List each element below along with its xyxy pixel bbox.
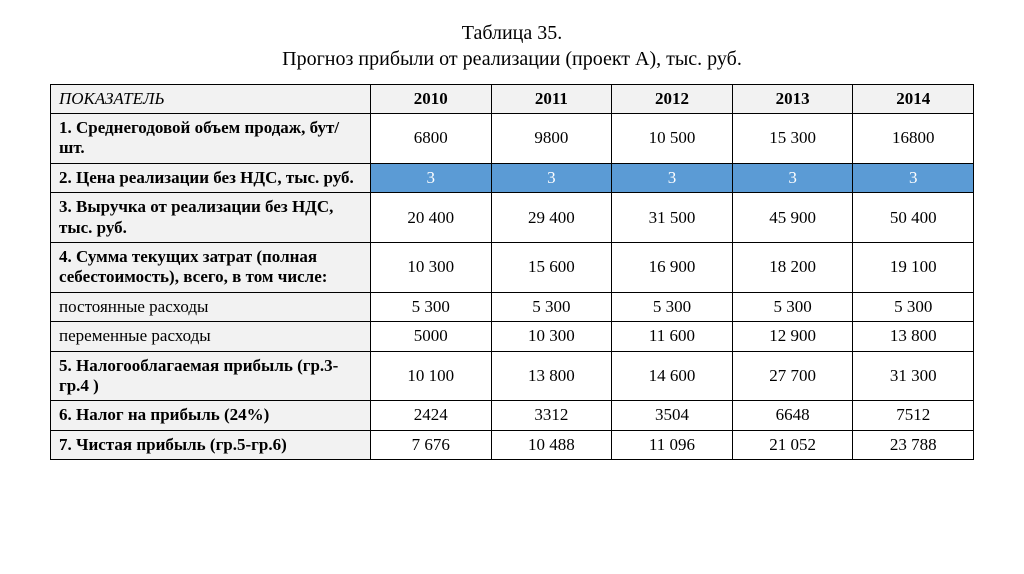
row-value: 7512 [853, 401, 974, 430]
indicator-header: ПОКАЗАТЕЛЬ [51, 85, 371, 114]
profit-forecast-table: ПОКАЗАТЕЛЬ 2010 2011 2012 2013 2014 1. С… [50, 84, 974, 460]
row-value: 50 400 [853, 193, 974, 243]
table-row: 2. Цена реализации без НДС, тыс. руб.333… [51, 163, 974, 192]
table-row: 4. Сумма текущих затрат (полная себестои… [51, 242, 974, 292]
row-value: 18 200 [732, 242, 853, 292]
row-value: 15 600 [491, 242, 612, 292]
row-label: 2. Цена реализации без НДС, тыс. руб. [51, 163, 371, 192]
year-header: 2013 [732, 85, 853, 114]
row-value: 6800 [371, 114, 492, 164]
row-value: 20 400 [371, 193, 492, 243]
table-row: 5. Налогооблагаемая прибыль (гр.3- гр.4 … [51, 351, 974, 401]
row-value: 14 600 [612, 351, 733, 401]
year-header: 2011 [491, 85, 612, 114]
row-value: 11 096 [612, 430, 733, 459]
title-line-1: Таблица 35. [50, 20, 974, 46]
row-value: 10 300 [491, 322, 612, 351]
table-row: постоянные расходы5 3005 3005 3005 3005 … [51, 292, 974, 321]
row-value: 10 300 [371, 242, 492, 292]
row-label: 4. Сумма текущих затрат (полная себестои… [51, 242, 371, 292]
row-label: постоянные расходы [51, 292, 371, 321]
year-header: 2012 [612, 85, 733, 114]
row-label: 1. Среднегодовой объем продаж, бут/шт. [51, 114, 371, 164]
year-header: 2014 [853, 85, 974, 114]
row-value: 31 500 [612, 193, 733, 243]
row-value: 3312 [491, 401, 612, 430]
row-value: 5 300 [491, 292, 612, 321]
row-value: 19 100 [853, 242, 974, 292]
table-row: 7. Чистая прибыль (гр.5-гр.6)7 67610 488… [51, 430, 974, 459]
title-line-2: Прогноз прибыли от реализации (проект А)… [50, 46, 974, 72]
table-title: Таблица 35. Прогноз прибыли от реализаци… [50, 20, 974, 72]
row-value: 16800 [853, 114, 974, 164]
row-value: 21 052 [732, 430, 853, 459]
row-value: 5000 [371, 322, 492, 351]
row-label: 3. Выручка от реализации без НДС, тыс. р… [51, 193, 371, 243]
row-value: 2424 [371, 401, 492, 430]
row-value: 7 676 [371, 430, 492, 459]
row-value: 45 900 [732, 193, 853, 243]
row-value: 5 300 [371, 292, 492, 321]
row-value: 27 700 [732, 351, 853, 401]
row-label: переменные расходы [51, 322, 371, 351]
row-value: 10 488 [491, 430, 612, 459]
row-value: 5 300 [853, 292, 974, 321]
row-value: 9800 [491, 114, 612, 164]
row-value: 3 [853, 163, 974, 192]
row-value: 31 300 [853, 351, 974, 401]
table-row: переменные расходы500010 30011 60012 900… [51, 322, 974, 351]
row-label: 7. Чистая прибыль (гр.5-гр.6) [51, 430, 371, 459]
row-value: 15 300 [732, 114, 853, 164]
row-value: 13 800 [853, 322, 974, 351]
row-value: 5 300 [612, 292, 733, 321]
row-value: 3 [371, 163, 492, 192]
row-value: 16 900 [612, 242, 733, 292]
row-label: 6. Налог на прибыль (24%) [51, 401, 371, 430]
row-value: 3 [612, 163, 733, 192]
table-row: 6. Налог на прибыль (24%)242433123504664… [51, 401, 974, 430]
table-row: 3. Выручка от реализации без НДС, тыс. р… [51, 193, 974, 243]
row-value: 3 [732, 163, 853, 192]
row-value: 10 500 [612, 114, 733, 164]
row-value: 5 300 [732, 292, 853, 321]
row-value: 3 [491, 163, 612, 192]
row-value: 29 400 [491, 193, 612, 243]
row-value: 23 788 [853, 430, 974, 459]
row-value: 3504 [612, 401, 733, 430]
row-value: 13 800 [491, 351, 612, 401]
table-header-row: ПОКАЗАТЕЛЬ 2010 2011 2012 2013 2014 [51, 85, 974, 114]
row-value: 11 600 [612, 322, 733, 351]
row-value: 6648 [732, 401, 853, 430]
row-value: 12 900 [732, 322, 853, 351]
year-header: 2010 [371, 85, 492, 114]
row-value: 10 100 [371, 351, 492, 401]
table-row: 1. Среднегодовой объем продаж, бут/шт.68… [51, 114, 974, 164]
row-label: 5. Налогооблагаемая прибыль (гр.3- гр.4 … [51, 351, 371, 401]
